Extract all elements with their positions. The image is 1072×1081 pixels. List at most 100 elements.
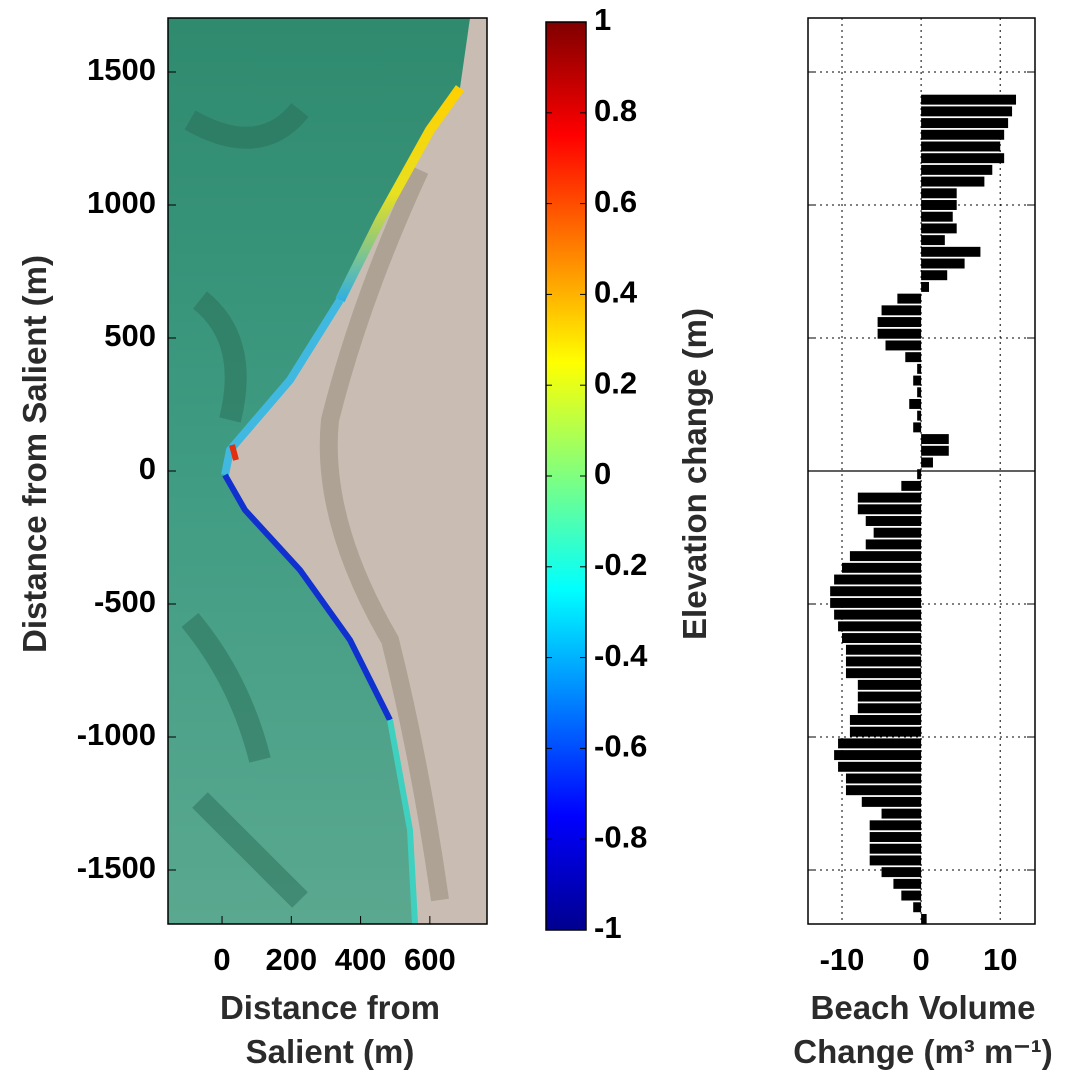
bar [917,387,922,398]
bar [913,375,922,386]
bar [869,855,922,866]
bar [869,832,922,842]
bar [921,235,945,246]
bar [830,586,922,597]
bar [834,574,922,585]
bar [849,551,922,562]
bar [857,679,922,690]
bar [838,621,922,632]
aerial-image [168,18,487,924]
bar [913,422,922,433]
bar [865,516,922,526]
bar [845,644,922,655]
y-tick-label: 0 [139,451,156,486]
colorbar-tick-label: 0.2 [594,365,637,400]
bar [838,761,922,772]
bar [901,480,922,491]
bar [849,726,922,737]
bar [845,785,922,796]
bar [909,398,922,409]
colorbar-tick-label: -0.2 [594,547,647,582]
bar [921,118,1009,129]
y-tick-label: 1500 [87,52,156,87]
bar [921,106,1013,117]
bar [857,691,922,702]
bar [921,270,948,281]
bar [921,129,1005,140]
bar [834,609,922,620]
bar [857,703,922,714]
bar [921,913,927,924]
bar [921,141,1001,152]
bar [869,843,922,854]
x-tick-label: 400 [335,942,387,977]
bar [905,352,922,363]
x-tick-label: 600 [404,942,456,977]
bar [921,188,957,199]
bar [921,211,953,222]
bar [881,808,922,819]
bar [873,527,922,538]
bar [921,258,965,269]
y-tick-label: -1000 [77,717,156,752]
bar [877,328,922,339]
bar [921,153,1005,164]
bar [885,340,922,351]
bar [869,820,922,831]
x-tick-label: -10 [820,942,865,977]
bar [921,176,985,187]
colorbar-tick-label: -0.4 [594,638,648,673]
colorbar-tick-label: 1 [594,2,611,37]
bar [913,902,922,913]
bar [842,633,922,644]
x-tick-label: 0 [213,942,230,977]
colorbar-tick-label: 0.8 [594,93,637,128]
bar [917,469,922,480]
bar [921,434,949,445]
colorbar-tick-label: -0.8 [594,819,647,854]
bar [921,200,957,210]
y-tick-label: -1500 [77,850,156,885]
y-tick-label: 1000 [87,185,156,220]
colorbar-tick-label: 0.4 [594,275,638,310]
bar [921,164,993,175]
y-tick-label: 500 [104,318,156,353]
bar [834,750,922,761]
x-tick-label: 200 [265,942,317,977]
bar [877,317,922,328]
bar [921,94,1017,105]
bar [921,457,933,468]
colorbar [545,21,587,931]
x-axis-label: Distance from Salient (m) [219,989,441,1070]
bar [881,305,922,316]
x-tick-label: 0 [912,942,929,977]
bar [849,715,922,725]
bar [921,223,957,234]
bar [881,867,922,878]
colorbar-tick-label: -0.6 [594,729,647,764]
bar [845,668,922,679]
bar [901,890,922,901]
bar [857,504,922,515]
y-axis-label: Distance from Salient (m) [16,255,53,653]
bar [921,281,930,292]
bar [842,562,922,573]
bar [917,363,922,374]
bar [861,796,922,807]
bar [921,445,949,456]
bar [845,656,922,667]
bar [857,492,922,503]
colorbar-label: Elevation change (m) [676,308,713,640]
bar [897,293,922,304]
bar [865,539,922,550]
y-tick-label: -500 [94,584,156,619]
bar [830,597,922,608]
colorbar-tick-label: 0.6 [594,184,637,219]
bar [921,246,981,257]
bar [845,773,922,784]
bar [917,410,922,421]
colorbar-tick-label: -1 [594,910,622,945]
bar [838,738,922,749]
